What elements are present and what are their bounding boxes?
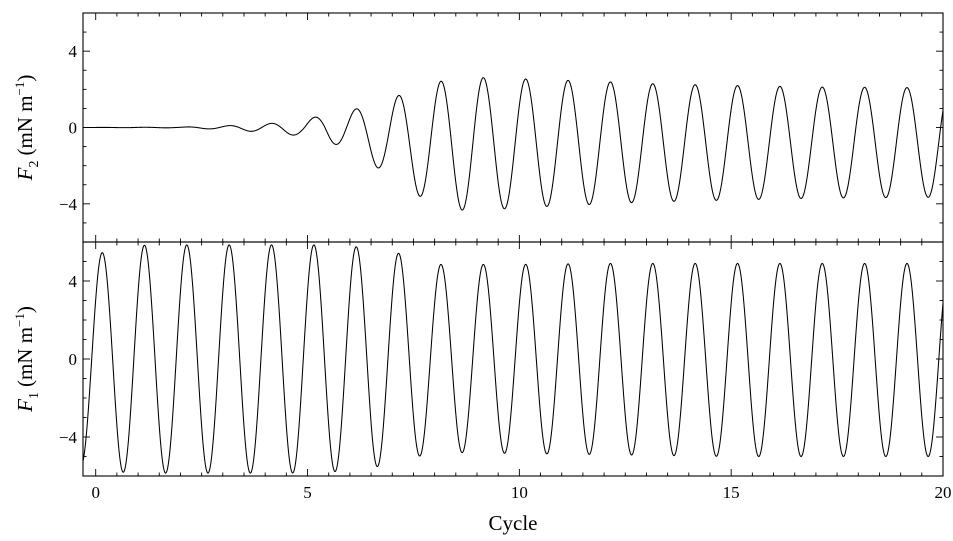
x-tick-label: 10: [511, 483, 528, 502]
y-axis-label: F1 (mN m−1): [12, 306, 42, 413]
x-axis-label: Cycle: [489, 511, 538, 535]
series-line: [82, 244, 944, 474]
y-axis-label-close: ): [13, 306, 37, 313]
y-axis-label-units: (mN m: [13, 95, 37, 155]
y-tick-label: 4: [69, 42, 78, 61]
x-tick-label: 0: [91, 483, 100, 502]
y-tick-label: −4: [59, 428, 78, 447]
y-tick-label: 4: [69, 272, 78, 291]
y-axis-label-subscript: 2: [27, 161, 42, 168]
y-axis-label-exponent: −1: [12, 82, 27, 96]
top-panel-f2: 4 0 −4 F2 (mN m−1): [12, 12, 944, 243]
y-axis-label-symbol: F: [13, 399, 37, 413]
y-axis-label-subscript: 1: [27, 392, 42, 399]
x-tick-label: 5: [303, 483, 312, 502]
plot-frame: [82, 241, 944, 477]
y-tick-label: 0: [69, 350, 78, 369]
y-axis-label-units: (mN m: [13, 327, 37, 387]
y-axis-label-exponent: −1: [12, 313, 27, 327]
bottom-panel-f1: 4 0 −4 0 5 10 15 20 F1 (mN m−1): [12, 241, 952, 502]
y-axis-label: F2 (mN m−1): [12, 75, 42, 182]
y-tick-label: 0: [69, 119, 78, 138]
x-tick-label: 15: [723, 483, 740, 502]
y-axis-label-close: ): [13, 75, 37, 82]
y-tick-label: −4: [59, 195, 78, 214]
series-line: [82, 77, 944, 211]
x-tick-label: 20: [935, 483, 952, 502]
y-axis-label-symbol: F: [13, 167, 37, 181]
